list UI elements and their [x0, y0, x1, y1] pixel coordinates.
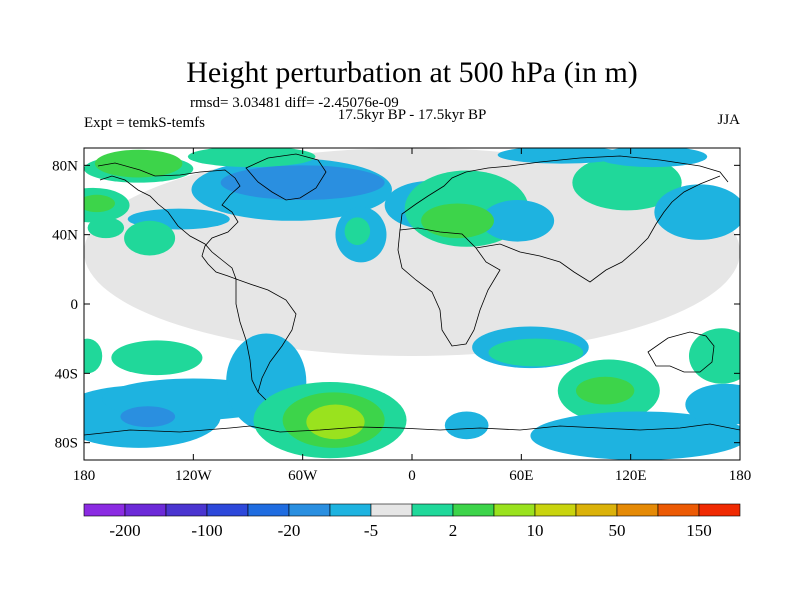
contour-region: [120, 406, 176, 428]
period-label: 17.5kyr BP - 17.5kyr BP: [338, 107, 487, 123]
colorbar-swatch: [616, 503, 659, 517]
y-tick-label: 80N: [52, 158, 78, 174]
contour-region: [421, 203, 494, 239]
colorbar-label: 150: [686, 521, 712, 540]
contour-region: [84, 338, 103, 374]
contour-layer: [84, 148, 740, 460]
colorbar-swatch: [247, 503, 290, 517]
coast-south-america: [235, 278, 297, 401]
colorbar-label: -5: [364, 521, 378, 540]
colorbar-swatch: [165, 503, 208, 517]
colorbar-swatch: [493, 503, 536, 517]
colorbar-label: 50: [609, 521, 626, 540]
colorbar-swatch: [288, 503, 331, 517]
x-tick-label: 180: [73, 468, 96, 484]
contour-region: [220, 165, 385, 201]
contour-region: [87, 217, 125, 239]
experiment-label: Expt = temkS-temfs: [84, 115, 205, 131]
contour-region: [572, 154, 682, 211]
contour-region: [124, 220, 176, 256]
coast-greenland: [245, 153, 327, 201]
colorbar-swatch: [124, 503, 167, 517]
coast-australia: [647, 331, 715, 373]
y-tick-label: 40S: [55, 366, 78, 382]
contour-region: [488, 338, 584, 367]
y-tick-label: 0: [71, 297, 79, 313]
contour-region: [84, 194, 115, 213]
coast-europe: [399, 155, 729, 231]
contour-region: [111, 340, 203, 376]
contour-region: [444, 411, 489, 440]
colorbar-label: -20: [278, 521, 301, 540]
x-tick-label: 60E: [509, 468, 533, 484]
contour-region: [481, 200, 555, 242]
contour-region: [306, 404, 365, 440]
colorbar-swatch: [657, 503, 700, 517]
y-tick-label: 40N: [52, 228, 78, 244]
contour-region: [187, 148, 316, 168]
contour-region: [685, 383, 740, 426]
colorbar-swatch: [452, 503, 495, 517]
colorbar-swatch: [206, 503, 249, 517]
coastline-layer: [84, 153, 740, 436]
coast-africa: [397, 227, 501, 347]
season-label: JJA: [717, 112, 740, 128]
colorbar-swatch: [534, 503, 577, 517]
colorbar: -200 -100 -20 -5 2 10 50 150: [83, 503, 741, 540]
contour-region: [344, 217, 371, 246]
y-tick-label: 80S: [55, 436, 78, 452]
x-tick-label: 0: [408, 468, 416, 484]
colorbar-label: 2: [449, 521, 458, 540]
colorbar-label: 10: [527, 521, 544, 540]
stats-label: rmsd= 3.03481 diff= -2.45076e-09: [190, 95, 399, 111]
contour-region: [654, 184, 740, 240]
colorbar-swatch: [698, 503, 741, 517]
coast-north-america: [97, 162, 241, 280]
x-tick-label: 120E: [615, 468, 647, 484]
x-tick-label: 180: [729, 468, 752, 484]
colorbar-label: -100: [191, 521, 222, 540]
x-tick-label: 120W: [175, 468, 213, 484]
chart-title: Height perturbation at 500 hPa (in m): [186, 56, 638, 89]
contour-region: [497, 148, 626, 164]
colorbar-swatch: [575, 503, 618, 517]
contour-region: [530, 411, 740, 460]
contour-region: [597, 148, 708, 168]
colorbar-label: -200: [109, 521, 140, 540]
colorbar-swatch: [83, 503, 126, 517]
contour-region: [576, 376, 635, 405]
x-tick-label: 60W: [288, 468, 318, 484]
colorbar-swatch: [411, 503, 454, 517]
colorbar-swatch: [370, 503, 413, 517]
map-axes: 180 120W 60W 0 60E 120E 180 80N 40N 0 40S 80S: [52, 148, 751, 484]
coast-antarctica: [84, 423, 740, 436]
contour-region: [688, 328, 740, 384]
contour-map: [84, 148, 740, 460]
contour-region: [94, 149, 183, 178]
coast-asia: [475, 175, 721, 283]
colorbar-swatch: [329, 503, 372, 517]
